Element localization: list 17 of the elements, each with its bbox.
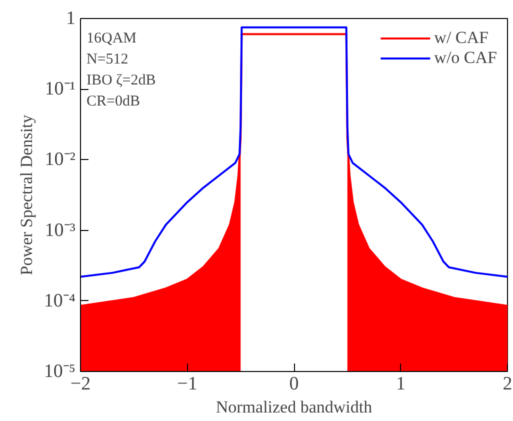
y-tick-label: 10⁻² (44, 149, 76, 170)
x-tick-label: 0 (289, 374, 299, 394)
x-axis-title: Normalized bandwidth (216, 398, 373, 416)
y-axis-title: Power Spectral Density (16, 114, 36, 276)
y-tick-label: 10⁻³ (44, 220, 76, 241)
y-tick-label: 1 (66, 8, 76, 29)
annotation: 16QAM (86, 30, 137, 46)
y-tick-label: 10⁻¹ (44, 78, 76, 100)
y-tick-label: 10⁻⁴ (44, 290, 76, 312)
annotation: CR=0dB (86, 94, 140, 110)
annotation: N=512 (86, 52, 128, 68)
legend-label: w/ CAF (434, 28, 488, 48)
legend-label: w/o CAF (434, 48, 497, 68)
x-tick-label: 1 (396, 374, 406, 394)
x-tick-label: −1 (177, 374, 198, 394)
x-tick-label: 2 (502, 374, 512, 394)
annotation: IBO ζ=2dB (86, 72, 156, 88)
